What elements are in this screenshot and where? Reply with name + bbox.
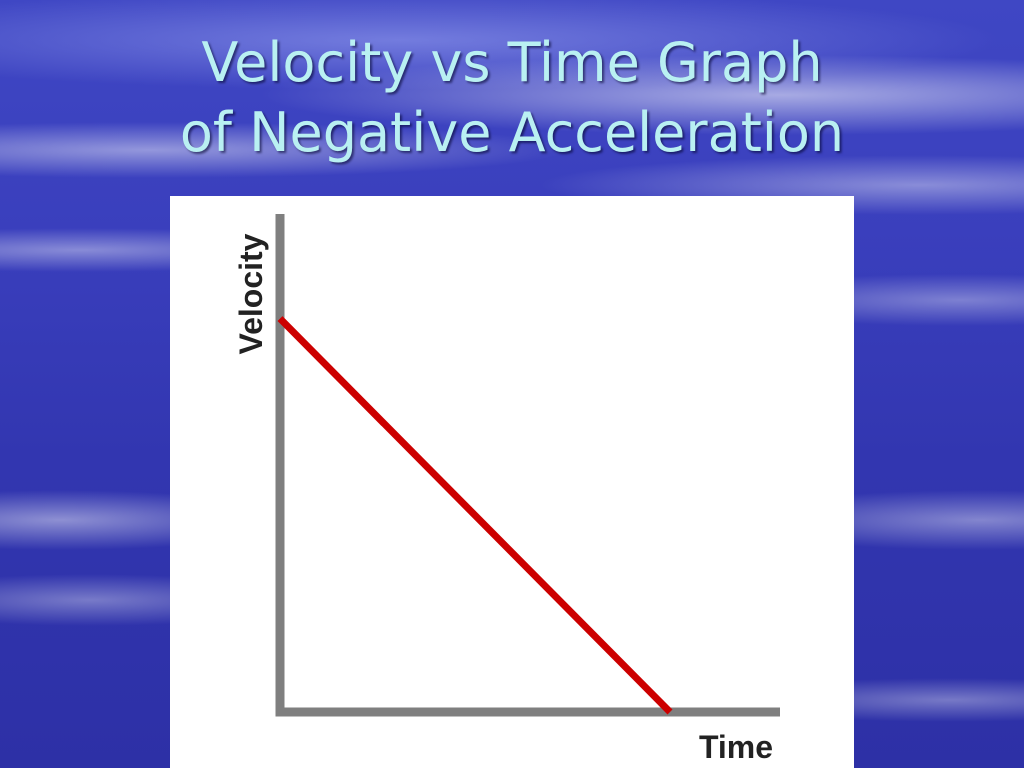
velocity-time-chart: Velocity Time (233, 214, 780, 765)
slide-title-line-1: Velocity vs Time Graph (201, 31, 823, 94)
chart-panel: Velocity Time (170, 196, 854, 768)
series-line-0 (277, 316, 673, 715)
slide-title: Velocity vs Time Graph of Negative Accel… (0, 28, 1024, 168)
x-axis-label: Time (699, 729, 773, 765)
series-layer (277, 316, 673, 715)
slide-title-line-2: of Negative Acceleration (179, 101, 845, 164)
y-axis-label: Velocity (233, 233, 269, 354)
